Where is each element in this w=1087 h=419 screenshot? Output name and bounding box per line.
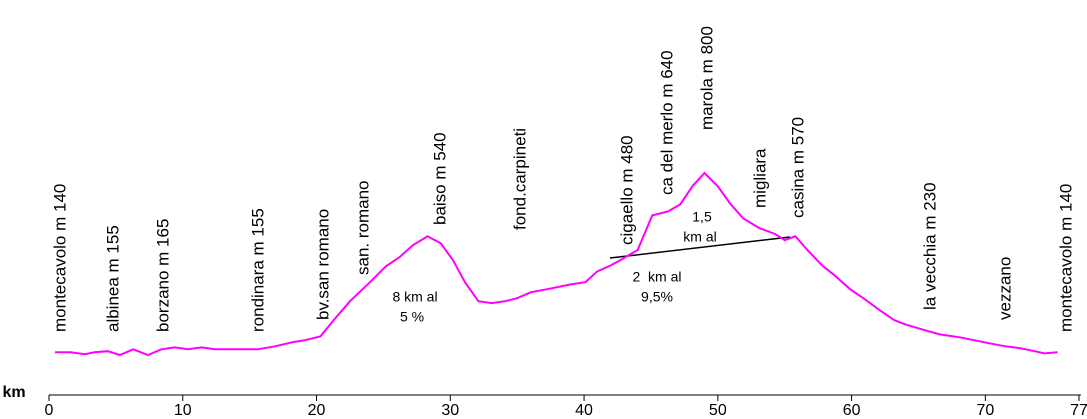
place-label: san. romano	[354, 181, 373, 276]
place-label: montecavolo m 140	[51, 184, 70, 332]
x-axis-label: km	[2, 384, 25, 401]
place-label: baiso m 540	[431, 132, 450, 225]
place-label: montecavolo m 140	[1057, 184, 1076, 332]
x-tick-label: 30	[441, 402, 459, 419]
place-label: albinea m 155	[104, 225, 123, 332]
place-label: casina m 570	[789, 117, 808, 218]
gradient-note: 9,5%	[641, 289, 673, 305]
x-tick-label: 0	[45, 402, 54, 419]
place-label: fond.carpineti	[511, 128, 530, 230]
place-label: bv.san romano	[314, 209, 333, 320]
gradient-note: 1,5	[692, 209, 712, 225]
place-label: la vecchia m 230	[921, 182, 940, 310]
place-label: rondinara m 155	[249, 208, 268, 332]
gradient-note: km al	[683, 229, 716, 245]
place-label: borzano m 165	[154, 219, 173, 332]
gradient-note: 8 km al	[392, 289, 437, 305]
place-label: ca del merlo m 640	[658, 50, 677, 195]
x-tick-label: 77	[1070, 402, 1087, 419]
place-label: vezzano	[996, 257, 1015, 320]
x-tick-label: 10	[174, 402, 192, 419]
x-tick-label: 70	[976, 402, 994, 419]
gradient-chord	[609, 236, 791, 259]
x-tick-label: 50	[709, 402, 727, 419]
x-tick-label: 40	[575, 402, 593, 419]
gradient-note: 2 km al	[632, 269, 681, 285]
gradient-note: 5 %	[400, 309, 424, 325]
elevation-line	[55, 171, 1058, 357]
place-label: migliara	[751, 148, 770, 208]
place-label: cigaello m 480	[618, 135, 637, 245]
place-label: marola m 800	[698, 26, 717, 130]
x-tick-label: 20	[308, 402, 326, 419]
x-tick-label: 60	[843, 402, 861, 419]
